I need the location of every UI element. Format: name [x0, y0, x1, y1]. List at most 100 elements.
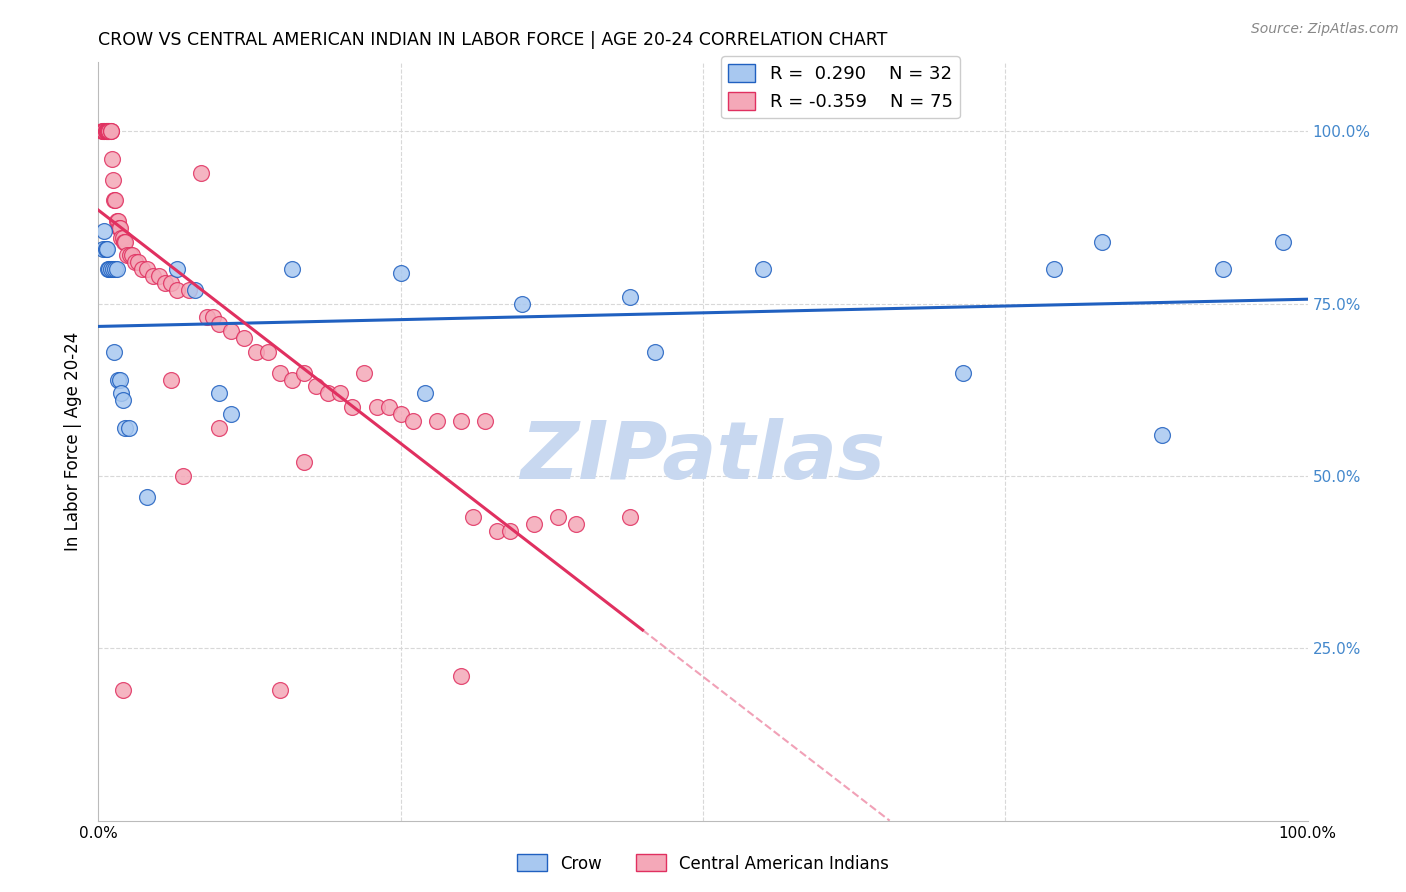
- Point: [389, 407, 412, 421]
- Point: [108, 220, 131, 235]
- Point: [1212, 262, 1234, 277]
- Point: [107, 372, 129, 386]
- Point: [292, 366, 315, 380]
- Point: [91, 124, 114, 138]
- Point: [127, 255, 149, 269]
- Point: [108, 372, 131, 386]
- Point: [752, 262, 775, 277]
- Point: [97, 262, 120, 277]
- Point: [91, 124, 114, 138]
- Point: [97, 124, 120, 138]
- Point: [510, 296, 533, 310]
- Point: [94, 124, 117, 138]
- Point: [112, 235, 135, 249]
- Point: [118, 248, 141, 262]
- Point: [104, 262, 127, 277]
- Point: [108, 220, 131, 235]
- Point: [160, 276, 183, 290]
- Point: [281, 372, 304, 386]
- Point: [184, 283, 207, 297]
- Point: [1272, 235, 1295, 249]
- Point: [221, 324, 243, 338]
- Point: [256, 345, 278, 359]
- Point: [105, 214, 128, 228]
- Point: [208, 318, 231, 332]
- Point: [329, 386, 352, 401]
- Point: [105, 262, 128, 277]
- Point: [98, 262, 121, 277]
- Point: [389, 266, 412, 280]
- Text: CROW VS CENTRAL AMERICAN INDIAN IN LABOR FORCE | AGE 20-24 CORRELATION CHART: CROW VS CENTRAL AMERICAN INDIAN IN LABOR…: [98, 31, 887, 49]
- Point: [952, 366, 974, 380]
- Point: [124, 255, 146, 269]
- Text: Source: ZipAtlas.com: Source: ZipAtlas.com: [1251, 22, 1399, 37]
- Point: [107, 214, 129, 228]
- Point: [117, 248, 139, 262]
- Point: [98, 124, 121, 138]
- Point: [135, 262, 157, 277]
- Point: [202, 310, 225, 325]
- Point: [121, 248, 143, 262]
- Point: [463, 510, 485, 524]
- Point: [166, 283, 188, 297]
- Point: [101, 262, 124, 277]
- Point: [377, 400, 399, 414]
- Point: [94, 124, 117, 138]
- Point: [100, 124, 122, 138]
- Point: [111, 231, 134, 245]
- Point: [101, 172, 124, 186]
- Point: [103, 345, 125, 359]
- Point: [305, 379, 328, 393]
- Point: [245, 345, 267, 359]
- Point: [103, 194, 125, 208]
- Point: [486, 524, 509, 538]
- Point: [426, 414, 449, 428]
- Point: [114, 421, 136, 435]
- Point: [523, 517, 546, 532]
- Point: [366, 400, 388, 414]
- Point: [190, 166, 212, 180]
- Point: [498, 524, 520, 538]
- Point: [104, 194, 127, 208]
- Point: [98, 124, 121, 138]
- Point: [269, 366, 291, 380]
- Point: [281, 262, 304, 277]
- Point: [148, 269, 170, 284]
- Point: [450, 414, 472, 428]
- Legend: Crow, Central American Indians: Crow, Central American Indians: [510, 847, 896, 880]
- Point: [96, 242, 118, 256]
- Point: [110, 386, 132, 401]
- Point: [96, 124, 118, 138]
- Point: [135, 490, 157, 504]
- Point: [100, 152, 122, 166]
- Point: [93, 124, 115, 138]
- Point: [402, 414, 425, 428]
- Point: [153, 276, 176, 290]
- Point: [118, 421, 141, 435]
- Point: [91, 242, 114, 256]
- Point: [93, 124, 115, 138]
- Point: [208, 386, 231, 401]
- Point: [100, 262, 122, 277]
- Point: [179, 283, 201, 297]
- Point: [111, 393, 134, 408]
- Point: [160, 372, 183, 386]
- Point: [474, 414, 496, 428]
- Point: [619, 510, 641, 524]
- Point: [110, 231, 132, 245]
- Point: [114, 235, 136, 249]
- Point: [450, 669, 472, 683]
- Point: [342, 400, 364, 414]
- Point: [547, 510, 569, 524]
- Point: [565, 517, 588, 532]
- Point: [269, 682, 291, 697]
- Point: [100, 124, 122, 138]
- Point: [316, 386, 339, 401]
- Point: [644, 345, 666, 359]
- Point: [413, 386, 436, 401]
- Y-axis label: In Labor Force | Age 20-24: In Labor Force | Age 20-24: [65, 332, 83, 551]
- Point: [142, 269, 165, 284]
- Point: [1042, 262, 1064, 277]
- Point: [1152, 427, 1174, 442]
- Point: [97, 124, 120, 138]
